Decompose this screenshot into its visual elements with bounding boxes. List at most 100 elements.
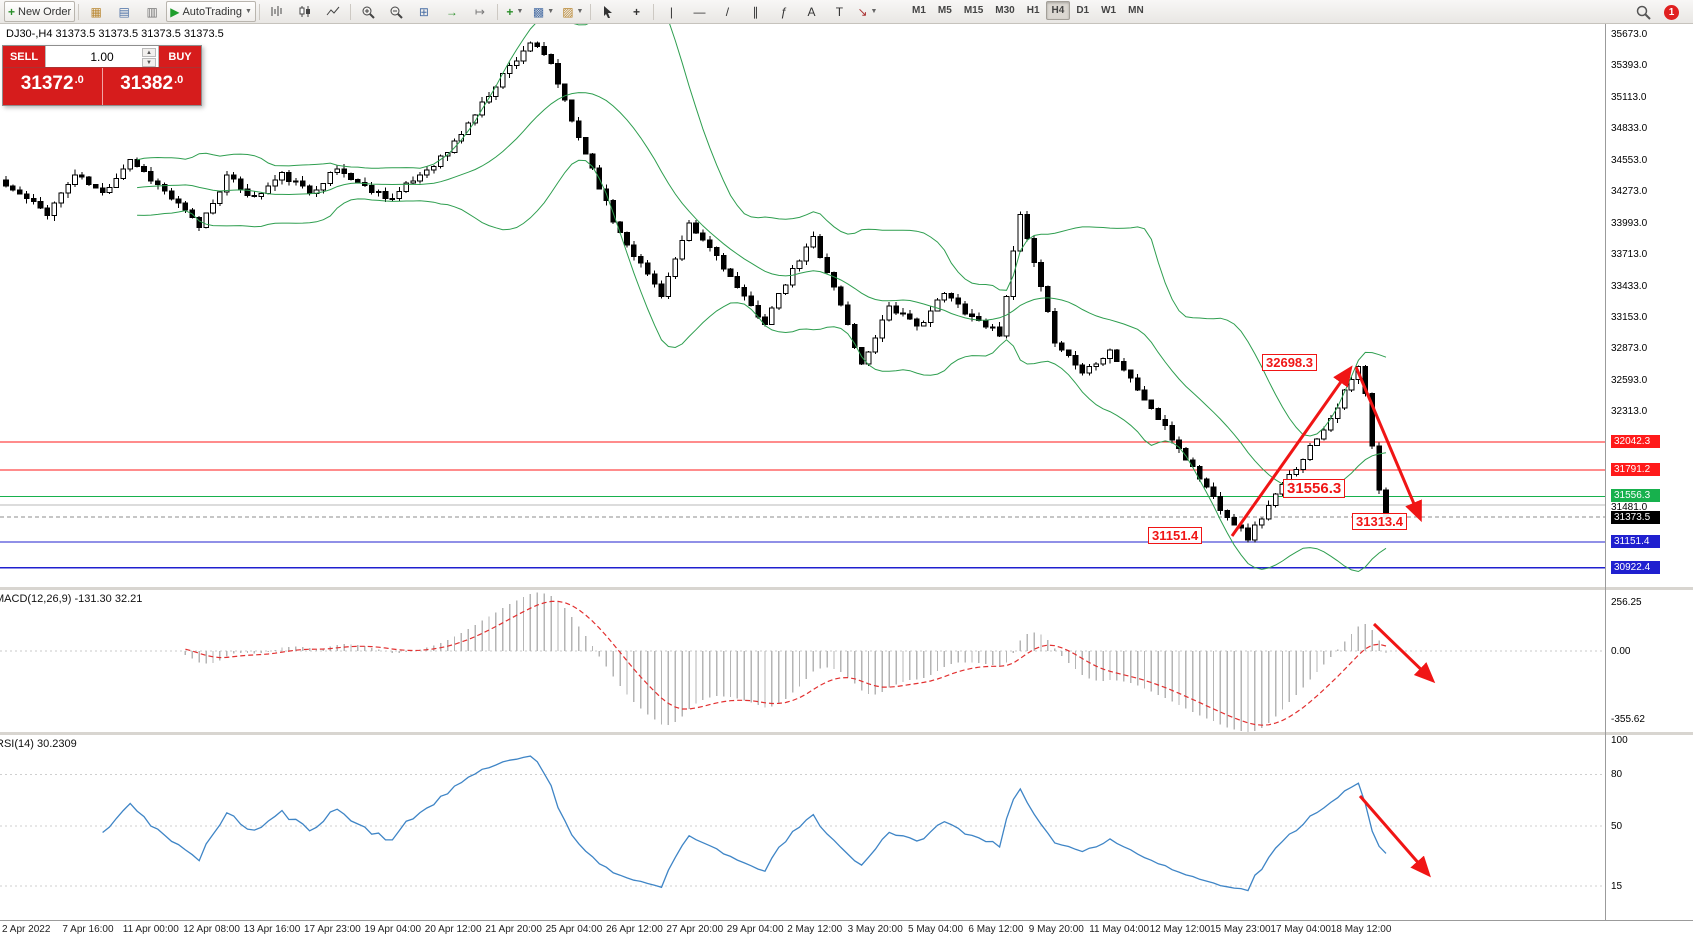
price-callout: 32698.3 [1262, 354, 1317, 371]
sell-button[interactable]: 31372 .0 [3, 68, 103, 105]
price-level-label: 31151.4 [1611, 535, 1660, 548]
time-axis-label: 2 Apr 2022 [2, 924, 51, 935]
rsi-axis-tick: 15 [1611, 881, 1623, 893]
time-axis-label: 20 Apr 12:00 [424, 924, 482, 935]
chart-shift-icon[interactable]: ↦ [474, 4, 485, 19]
channel-icon[interactable]: ∥ [752, 4, 759, 19]
bar-chart-icon[interactable] [263, 1, 291, 22]
horizontal-line-icon[interactable]: — [693, 4, 706, 19]
zoom-out-icon[interactable] [382, 1, 410, 22]
macd-axis-tick: 0.00 [1611, 646, 1631, 657]
crosshair-icon[interactable]: + [632, 4, 640, 19]
line-chart-icon[interactable] [319, 1, 347, 22]
timeframe-toolbar: M1 M5 M15 M30 H1 H4 D1 W1 MN [906, 1, 1150, 20]
price-axis-tick: 32593.0 [1611, 374, 1648, 386]
rsi-axis-tick: 50 [1611, 821, 1623, 832]
arrows-tool-icon[interactable]: ↘ ▼ [857, 4, 878, 19]
time-axis-label: 21 Apr 20:00 [485, 924, 542, 935]
navigator-icon[interactable]: ▥ [146, 4, 158, 19]
timeframe-d1[interactable]: D1 [1076, 5, 1090, 16]
time-axis-label: 12 May 12:00 [1149, 924, 1211, 935]
macd-histogram [184, 592, 1387, 732]
data-window-icon[interactable]: ▤ [118, 4, 130, 19]
price-axis-tick: 32873.0 [1611, 343, 1648, 355]
time-axis-label: 2 May 12:00 [787, 924, 843, 935]
rsi-line [102, 755, 1387, 892]
macd-indicator-label: MACD(12,26,9) -131.30 32.21 [0, 593, 143, 605]
sell-tab[interactable]: SELL [3, 46, 45, 67]
chevron-down-icon: ▼ [516, 8, 524, 15]
timeframe-mn[interactable]: MN [1128, 5, 1144, 16]
rsi-axis-tick: 80 [1611, 769, 1623, 781]
autotrading-button[interactable]: ▶ AutoTrading ▼ [166, 1, 256, 22]
vertical-line-icon[interactable]: | [669, 4, 674, 19]
price-axis-tick: 33153.0 [1611, 312, 1648, 324]
time-axis-label: 25 Apr 04:00 [545, 924, 603, 935]
timeframe-w1[interactable]: W1 [1101, 5, 1117, 16]
time-axis-label: 17 Apr 23:00 [304, 924, 361, 935]
time-axis-label: 17 May 04:00 [1270, 924, 1331, 935]
time-axis-label: 11 May 04:00 [1089, 924, 1150, 935]
candles [3, 41, 1389, 543]
chevron-down-icon: ▼ [576, 8, 584, 15]
trend-arrow [1372, 622, 1436, 684]
chevron-down-icon: ▼ [547, 8, 555, 15]
volume-input[interactable]: 1.00 ▲ ▼ [45, 46, 159, 67]
macd-axis-tick: -355.62 [1611, 713, 1645, 725]
timeframe-m5[interactable]: M5 [937, 5, 952, 16]
fibonacci-icon[interactable]: ƒ [780, 4, 787, 19]
candlestick-chart-icon[interactable] [291, 1, 319, 22]
timeframe-h4[interactable]: H4 [1045, 1, 1071, 20]
template-button[interactable]: ▨ ▼ [562, 4, 584, 19]
autotrading-play-icon: ▶ [170, 4, 180, 19]
zoom-in-icon[interactable] [354, 1, 382, 22]
bid-price-label: 31373.5 [1611, 511, 1660, 525]
new-order-button[interactable]: + New Order [4, 1, 76, 22]
price-level-label: 30922.4 [1611, 560, 1660, 574]
trendline-icon[interactable]: / [725, 4, 730, 19]
new-order-label: New Order [18, 5, 72, 18]
price-axis-tick: 34553.0 [1611, 154, 1648, 166]
toolbar-right-group: 1 [1629, 2, 1679, 23]
notification-badge[interactable]: 1 [1664, 5, 1679, 20]
search-icon[interactable] [1629, 2, 1657, 23]
price-axis-tick: 35673.0 [1611, 28, 1648, 40]
period-selector-button[interactable]: ▩ ▼ [532, 4, 555, 19]
charts-profile-icon[interactable]: ▦ [90, 4, 102, 19]
timeframe-h1[interactable]: H1 [1026, 5, 1040, 16]
time-axis-label: 11 Apr 00:00 [122, 924, 179, 935]
time-axis-label: 9 May 20:00 [1028, 924, 1084, 935]
tile-windows-icon[interactable]: ⊞ [418, 4, 429, 19]
price-level-label: 32042.3 [1611, 434, 1660, 448]
buy-button[interactable]: 31382 .0 [102, 68, 201, 105]
time-axis-label: 27 Apr 20:00 [666, 924, 724, 935]
price-axis-tick: 34273.0 [1611, 186, 1648, 198]
text-label-icon[interactable]: T [835, 4, 844, 19]
timeframe-m15[interactable]: M15 [963, 5, 984, 16]
buy-tab[interactable]: BUY [159, 46, 201, 67]
new-order-icon: + [8, 4, 16, 19]
new-chart-button[interactable]: + ▼ [506, 4, 524, 19]
auto-scroll-icon[interactable]: → [445, 4, 458, 19]
trend-arrow [1358, 795, 1431, 878]
chart-canvas[interactable] [0, 24, 1693, 941]
volume-down-button[interactable]: ▼ [142, 58, 156, 67]
price-level-label: 31791.2 [1611, 463, 1660, 477]
text-icon[interactable]: A [807, 4, 816, 19]
sell-price: 31372 [20, 73, 74, 94]
timeframe-m1[interactable]: M1 [912, 5, 926, 16]
macd-axis-tick: 256.25 [1611, 597, 1642, 609]
volume-up-button[interactable]: ▲ [142, 48, 156, 57]
price-callout: 31151.4 [1148, 527, 1203, 544]
chart-window[interactable]: DJ30-,H4 31373.5 31373.5 31373.5 31373.5… [0, 24, 1693, 941]
time-axis-label: 15 May 23:00 [1210, 924, 1271, 935]
time-axis-label: 18 May 12:00 [1330, 924, 1392, 935]
time-axis-label: 6 May 12:00 [968, 924, 1024, 935]
timeframe-m30[interactable]: M30 [995, 5, 1015, 16]
time-axis-label: 19 Apr 04:00 [364, 924, 422, 935]
cursor-icon[interactable] [594, 1, 622, 22]
one-click-trading-panel[interactable]: SELL 1.00 ▲ ▼ BUY 31372 .0 31382 .0 [2, 45, 202, 106]
main-toolbar: + New Order ▦ ▤ ▥ ▶ AutoTrading ▼ ⊞ → ↦ … [0, 0, 1693, 24]
rsi-indicator-label: RSI(14) 30.2309 [0, 738, 77, 750]
time-axis-label: 7 Apr 16:00 [62, 924, 114, 935]
